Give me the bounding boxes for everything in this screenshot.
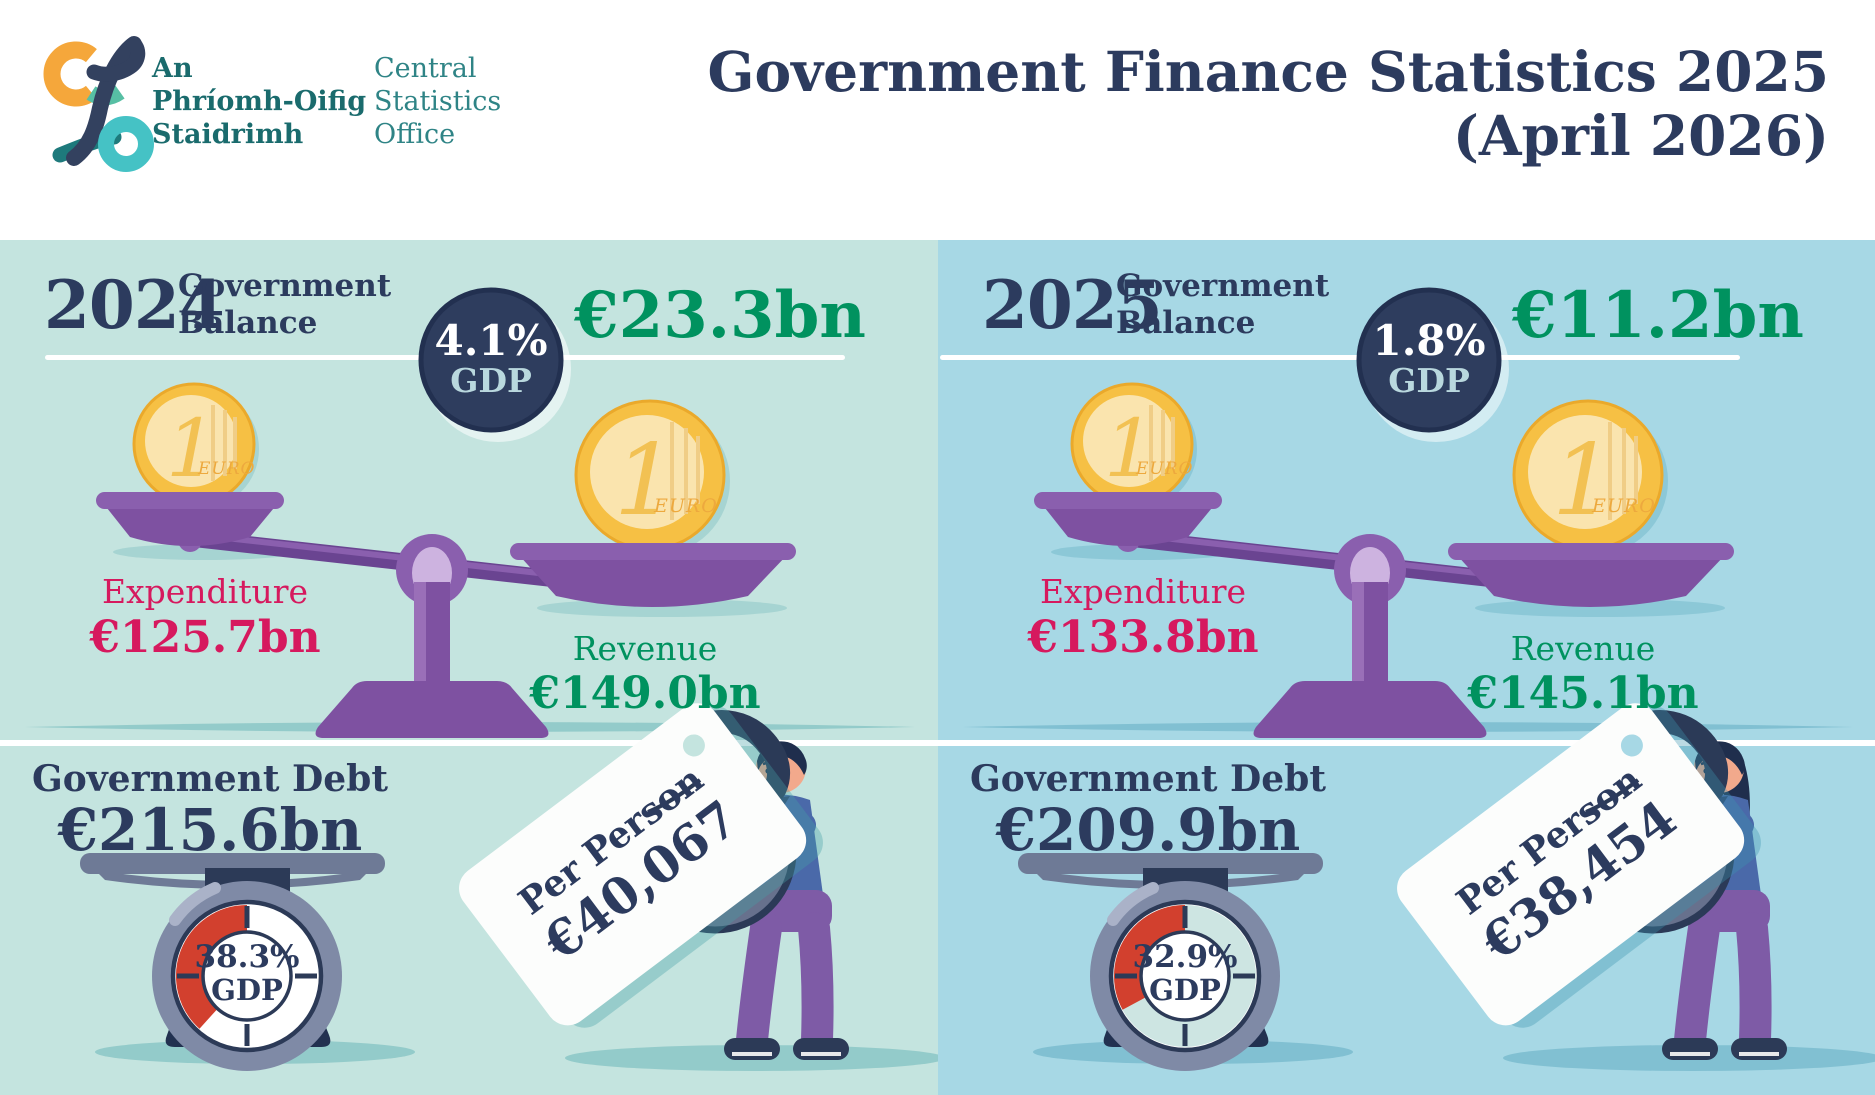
balance-gdp-label: GDP [450, 361, 532, 400]
revenue-label: Revenue [1510, 629, 1656, 668]
svg-text:1: 1 [614, 424, 676, 538]
government-debt-label: Government Debt [32, 758, 388, 800]
revenue-value: €149.0bn [529, 668, 761, 719]
section-divider [938, 740, 1875, 746]
weighing-scale-icon [80, 853, 415, 1071]
svg-text:1: 1 [1104, 402, 1155, 495]
debt-gdp-label: GDP [1149, 973, 1221, 1007]
revenue-value: €145.1bn [1467, 668, 1699, 719]
balance-gdp-label: GDP [1388, 361, 1470, 400]
gdp-circle [1356, 287, 1502, 433]
balance-gdp-percent: 1.8% [1372, 316, 1486, 365]
year-label: 2025 [982, 266, 1163, 344]
divider-line [940, 355, 1740, 360]
price-tag-icon [459, 703, 823, 1028]
balance-gdp-percent: 4.1% [434, 316, 548, 365]
debt-gdp-gauge-arc [176, 905, 248, 1029]
cso-logo-icon [43, 36, 154, 172]
year-label: 2024 [44, 266, 225, 344]
government-debt-value: €215.6bn [57, 796, 363, 864]
government-debt-value: €209.9bn [995, 796, 1301, 864]
expenditure-label: Expenditure [101, 572, 309, 611]
panel-2024: 1 EURO 1 EURO [0, 240, 938, 1095]
coin-icon: 1 EURO [132, 382, 259, 509]
gdp-circle [418, 287, 564, 433]
debt-gdp-percent: 32.9% [1132, 939, 1238, 975]
header: An Phríomh-Oifig Staidrimh Central Stati… [0, 0, 1875, 240]
government-debt-label: Government Debt [970, 758, 1326, 800]
government-balance-label: Government Balance [1116, 268, 1330, 341]
svg-text:EURO: EURO [1135, 459, 1193, 479]
logo-english-name: Central Statistics Office [374, 53, 502, 150]
tag-string [1585, 778, 1640, 814]
revenue-label: Revenue [572, 629, 718, 668]
coin-icon: 1 EURO [1070, 382, 1197, 509]
panel-2025-illustration: 1 EURO 1 EURO [938, 287, 1875, 1071]
tag-string [647, 778, 702, 814]
price-tag-icon [1397, 703, 1761, 1028]
coin-icon: 1 EURO [574, 399, 730, 555]
balance-scale-icon [96, 492, 796, 738]
panel-2025: 1 EURO 1 EURO [938, 240, 1875, 1095]
weighing-scale-icon [1018, 853, 1353, 1071]
debt-gdp-gauge-arc [1114, 905, 1186, 1010]
svg-text:1: 1 [166, 402, 217, 495]
expenditure-value: €125.7bn [89, 612, 321, 663]
balance-value: €23.3bn [574, 278, 866, 353]
page-title: Government Finance Statistics 2025 (Apri… [707, 39, 1829, 168]
debt-gdp-label: GDP [211, 973, 283, 1007]
svg-text:EURO: EURO [653, 495, 718, 517]
svg-text:1: 1 [1552, 424, 1614, 538]
balance-scale-icon [1034, 492, 1734, 738]
debt-gdp-percent: 38.3% [194, 939, 300, 975]
panel-2024-illustration: 1 EURO 1 EURO [0, 287, 938, 1071]
coin-icon: 1 EURO [1512, 399, 1668, 555]
balance-value: €11.2bn [1512, 278, 1804, 353]
svg-text:EURO: EURO [1591, 495, 1656, 517]
section-divider [0, 740, 938, 746]
expenditure-label: Expenditure [1039, 572, 1247, 611]
logo-irish-name: An Phríomh-Oifig Staidrimh [152, 53, 367, 150]
government-balance-label: Government Balance [178, 268, 392, 341]
expenditure-value: €133.8bn [1027, 612, 1259, 663]
svg-text:EURO: EURO [197, 459, 255, 479]
